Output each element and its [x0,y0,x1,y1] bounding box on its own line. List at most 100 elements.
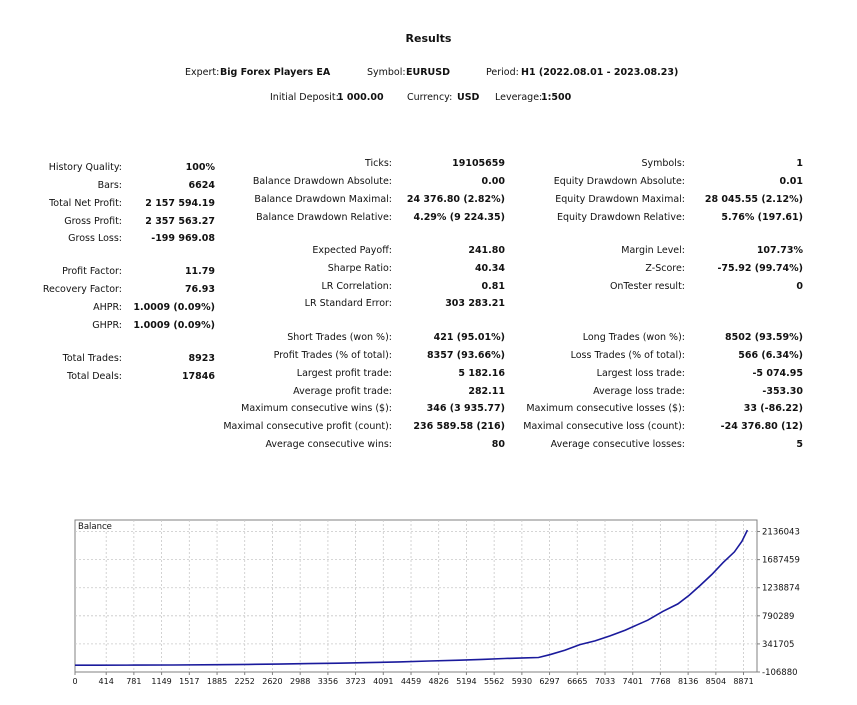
stat-value: 100% [185,162,215,173]
stat-value: 1.0009 (0.09%) [133,302,215,313]
stat-value: -24 376.80 (12) [720,421,803,432]
stat-label: LR Standard Error: [304,298,392,309]
stat-value: 282.11 [468,386,505,397]
stat-value: 5 [796,439,803,450]
y-tick-label: 1687459 [762,556,800,566]
x-tick-label: 6297 [539,677,559,686]
symbol-value: EURUSD [406,67,450,78]
stat-value: 8502 (93.59%) [725,332,803,343]
stat-value: 33 (-86.22) [743,403,803,414]
chart-title: Balance [78,522,112,532]
stat-value: 2 157 594.19 [145,198,215,209]
y-tick-label: 790289 [762,612,794,622]
stat-label: Bars: [97,180,122,191]
stat-label: Largest profit trade: [296,368,392,379]
symbol-label: Symbol: [367,67,406,78]
stat-value: 19105659 [452,158,505,169]
stat-value: 2 357 563.27 [145,216,215,227]
stat-label: Average profit trade: [293,386,392,397]
stat-value: 421 (95.01%) [433,332,505,343]
y-tick-label: 1238874 [762,584,800,594]
stat-label: Total Deals: [67,371,122,382]
x-tick-label: 7033 [595,677,615,686]
stat-value: -75.92 (99.74%) [717,263,803,274]
stat-label: Sharpe Ratio: [327,263,392,274]
period-label: Period: [486,67,519,78]
x-tick-label: 1149 [151,677,171,686]
currency-value: USD [457,92,480,103]
stat-label: GHPR: [92,320,122,331]
stat-value: 80 [491,439,505,450]
expert-label: Expert: [185,67,220,78]
x-tick-label: 2620 [262,677,282,686]
stat-value: 11.79 [184,266,215,277]
stat-label: Ticks: [364,158,392,169]
stat-label: Margin Level: [621,245,685,256]
x-tick-label: 4459 [401,677,421,686]
stat-value: 8923 [188,353,215,364]
x-tick-label: 1885 [207,677,227,686]
stat-value: -5 074.95 [752,368,803,379]
stat-value: -199 969.08 [151,233,215,244]
stat-value: 303 283.21 [445,298,505,309]
stat-value: 5 182.16 [458,368,505,379]
stat-label: Profit Factor: [62,266,122,277]
stat-label: Equity Drawdown Maximal: [555,194,685,205]
stat-label: Gross Loss: [68,233,122,244]
balance-chart-svg: -106880 341705 790289 1238874 1687459 2136043… [72,519,800,686]
stat-label: Largest loss trade: [596,368,685,379]
stat-label: Maximal consecutive loss (count): [523,421,685,432]
stat-value: 236 589.58 (216) [413,421,505,432]
stat-value: 1 [796,158,803,169]
stat-label: Equity Drawdown Relative: [556,212,685,223]
stat-label: History Quality: [48,162,122,173]
x-tick-label: 2988 [290,677,310,686]
x-tick-label: 7768 [650,677,670,686]
stat-label: Maximum consecutive losses ($): [526,403,685,414]
x-tick-label: 8871 [733,677,753,686]
stat-label: Equity Drawdown Absolute: [553,176,685,187]
deposit-value: 1 000.00 [337,92,384,103]
stat-label: Long Trades (won %): [582,332,685,343]
stat-value: 346 (3 935.77) [426,403,505,414]
stat-label: Total Trades: [62,353,122,364]
balance-chart: -106880 341705 790289 1238874 1687459 2136043… [0,510,857,705]
x-tick-label: 8136 [678,677,698,686]
stat-value: 40.34 [474,263,505,274]
plot-frame [74,519,758,673]
stat-label: Maximal consecutive profit (count): [223,421,392,432]
stat-value: 4.29% (9 224.35) [413,212,505,223]
stat-value: 76.93 [184,284,215,295]
stat-label: Maximum consecutive wins ($): [241,403,392,414]
stat-label: Balance Drawdown Absolute: [252,176,392,187]
x-tick-label: 7401 [623,677,643,686]
x-tick-label: 2252 [235,677,255,686]
x-tick-label: 3356 [318,677,338,686]
stat-value: 241.80 [468,245,505,256]
stat-label: Average loss trade: [593,386,685,397]
stat-label: Average consecutive wins: [265,439,392,450]
x-tick-label: 8504 [706,677,726,686]
report-title: Results [405,32,452,45]
x-tick-label: 5562 [484,677,504,686]
stat-label: AHPR: [93,302,122,313]
stat-value: 1.0009 (0.09%) [133,320,215,331]
leverage-value: 1:500 [541,92,572,103]
stat-value: 6624 [188,180,215,191]
balance-line [75,529,749,666]
x-tick-label: 414 [99,677,114,686]
stat-value: 5.76% (197.61) [721,212,803,223]
stat-value: 0.01 [779,176,803,187]
stat-value: 0 [796,281,803,292]
x-tick-label: 0 [72,677,77,686]
stat-value: 8357 (93.66%) [427,350,505,361]
stat-value: -353.30 [762,386,803,397]
x-tick-label: 781 [126,677,141,686]
x-tick-label: 1517 [179,677,199,686]
stat-label: Balance Drawdown Relative: [256,212,392,223]
stat-value: 17846 [181,371,215,382]
y-tick-label: 341705 [762,640,794,650]
y-tick-label: 2136043 [762,528,800,538]
stat-label: Gross Profit: [64,216,122,227]
deposit-label: Initial Deposit: [270,92,339,103]
